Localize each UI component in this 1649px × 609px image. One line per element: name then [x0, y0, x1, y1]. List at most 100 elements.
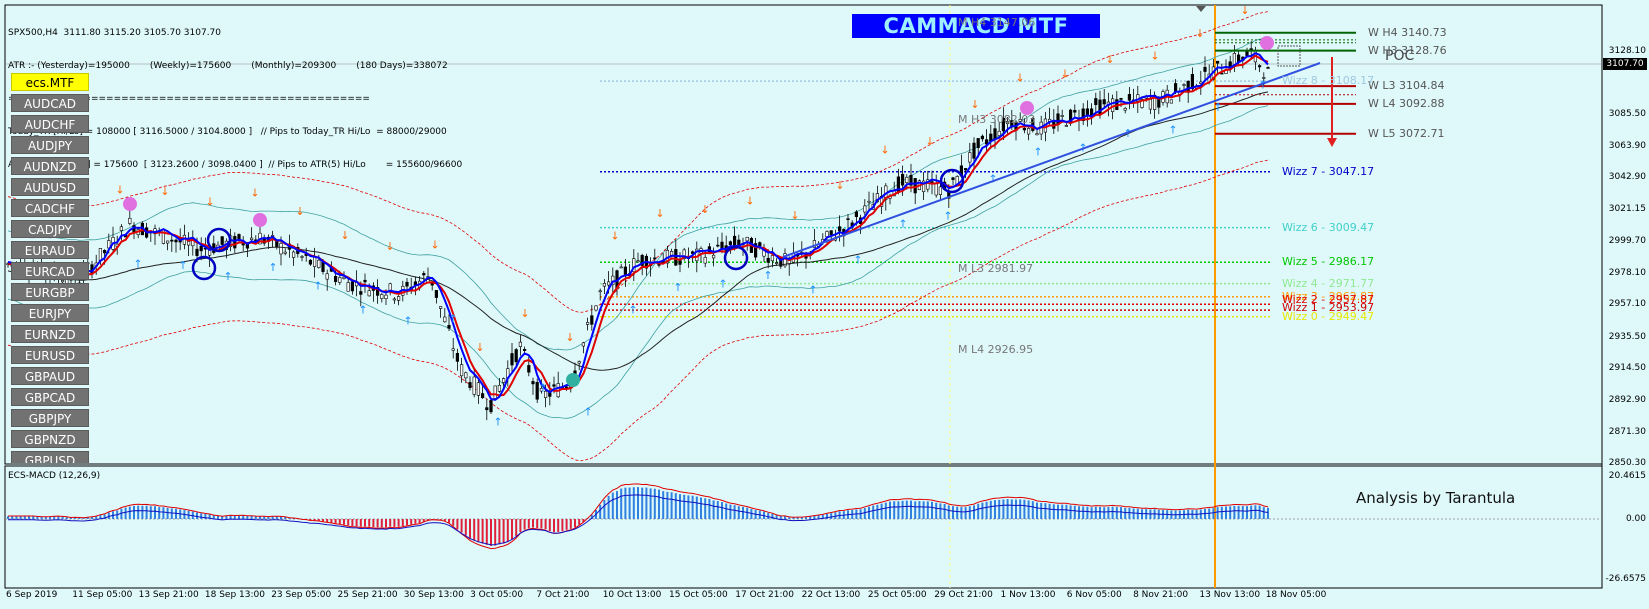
signal-circle-icon [206, 227, 232, 253]
monthly-level-label: M H3 3082.03 [958, 112, 1036, 126]
price-tick-label: 2914.50 [1608, 362, 1646, 373]
symbol-button-cadjpy[interactable]: CADJPY [11, 220, 89, 238]
buy-arrow-icon: ↑ [898, 217, 907, 230]
info-line: ========================================… [8, 94, 370, 104]
time-tick-label: 3 Oct 05:00 [470, 590, 524, 600]
price-tick-label: 2892.90 [1608, 394, 1646, 405]
symbol-button-audchf[interactable]: AUDCHF [11, 115, 89, 133]
weekly-level-label: W H3 3128.76 [1368, 43, 1447, 57]
sell-arrow-icon: ↓ [385, 240, 394, 253]
sell-arrow-icon: ↓ [655, 207, 664, 220]
poc-label: POC [1385, 48, 1415, 64]
shift-marker-icon[interactable] [1196, 6, 1206, 12]
buy-arrow-icon: ↑ [178, 259, 187, 272]
buy-arrow-icon: ↑ [133, 258, 142, 271]
time-tick-label: 25 Oct 05:00 [867, 590, 927, 600]
symbol-button-eurnzd[interactable]: EURNZD [11, 325, 89, 343]
time-tick-label: 18 Sep 13:00 [204, 590, 265, 600]
buy-arrow-icon: ↑ [448, 313, 457, 326]
weekly-level-label: W L3 3104.84 [1368, 79, 1445, 93]
sell-arrow-icon: ↓ [700, 203, 709, 216]
symbol-button-ecs-mtf[interactable]: ecs.MTF [11, 73, 89, 91]
pivot-dot-icon [1260, 36, 1274, 50]
symbol-button-gbpcad[interactable]: GBPCAD [11, 388, 89, 406]
target-arrow-icon [1327, 138, 1337, 147]
symbol-button-cadchf[interactable]: CADCHF [11, 199, 89, 217]
sell-arrow-icon: ↓ [1240, 4, 1249, 17]
buy-arrow-icon: ↑ [853, 253, 862, 266]
sell-arrow-icon: ↓ [1060, 67, 1069, 80]
symbol-button-audjpy[interactable]: AUDJPY [11, 136, 89, 154]
indicator-banner: CAMMACD MTF [852, 14, 1100, 38]
time-tick-label: 15 Oct 05:00 [669, 590, 728, 600]
signal-markers: ↓ ↑ ↓ ↑ ↓ ↑ ↓ ↑ ↓ ↑ ↓ ↑ ↓ ↑ ↓ ↑ ↓ ↑ ↓ ↑ ↓ ↑ ↓ ↑ ↓ ↑ ↓ ↑ ↓ ↑ ↓ ↑ ↓ ↑ ↓ ↑ ↓ ↑ ↓ ↑… [115, 4, 1274, 428]
buy-arrow-icon: ↑ [943, 209, 952, 222]
buy-arrow-icon: ↑ [763, 269, 772, 282]
wizz-level-label: Wizz 7 - 3047.17 [1282, 164, 1375, 178]
signal-circle-icon [723, 245, 749, 271]
wizz-level-label: Wizz 6 - 3009.47 [1282, 220, 1375, 234]
wizz-level-label: Wizz 1 - 2953.97 [1282, 301, 1375, 315]
symbol-button-eurusd[interactable]: EURUSD [11, 346, 89, 364]
sell-arrow-icon: ↓ [970, 98, 979, 111]
monthly-level-label: M L4 2926.95 [958, 343, 1034, 357]
symbol-button-audcad[interactable]: AUDCAD [11, 94, 89, 112]
sell-arrow-icon: ↓ [205, 196, 214, 209]
weekly-level-label: W H4 3140.73 [1368, 25, 1447, 39]
sell-arrow-icon: ↓ [475, 341, 484, 354]
symbol-button-eurjpy[interactable]: EURJPY [11, 304, 89, 322]
symbol-button-gbpjpy[interactable]: GBPJPY [11, 409, 89, 427]
symbol-button-audusd[interactable]: AUDUSD [11, 178, 89, 196]
pivot-dot-icon [1020, 101, 1034, 115]
sell-arrow-icon: ↓ [1195, 27, 1204, 40]
symbol-button-eurgbp[interactable]: EURGBP [11, 283, 89, 301]
symbol-button-audnzd[interactable]: AUDNZD [11, 157, 89, 175]
price-tick-label: 3042.90 [1608, 172, 1646, 183]
symbol-button-eurcad[interactable]: EURCAD [11, 262, 89, 280]
buy-arrow-icon: ↑ [313, 279, 322, 292]
symbol-button-gbpusd[interactable]: GBPUSD [11, 451, 89, 463]
weekly-level-label: W L5 3072.71 [1368, 126, 1445, 140]
sell-arrow-icon: ↓ [250, 187, 259, 200]
buy-arrow-icon: ↑ [223, 270, 232, 283]
buy-arrow-icon: ↑ [268, 261, 277, 274]
time-tick-label: 18 Nov 05:00 [1265, 590, 1327, 600]
symbol-button-gbpnzd[interactable]: GBPNZD [11, 430, 89, 448]
buy-arrow-icon: ↑ [358, 303, 367, 316]
buy-arrow-icon: ↑ [673, 281, 682, 294]
monthly-level-label: M H4 3147.06 [958, 16, 1036, 30]
sell-arrow-icon: ↓ [880, 143, 889, 156]
sell-arrow-icon: ↓ [430, 238, 439, 251]
buy-arrow-icon: ↑ [583, 405, 592, 418]
sell-arrow-icon: ↓ [565, 331, 574, 344]
poc-box [1277, 45, 1301, 67]
time-tick-label: 13 Nov 13:00 [1199, 590, 1261, 600]
time-tick-label: 6 Nov 05:00 [1066, 590, 1122, 600]
price-tick-label: 2957.10 [1608, 299, 1646, 310]
price-tick-label: 2935.50 [1608, 331, 1646, 342]
sell-arrow-icon: ↓ [115, 183, 124, 196]
sell-arrow-icon: ↓ [340, 229, 349, 242]
price-tick-label: 2850.30 [1608, 458, 1646, 468]
macd-line [8, 483, 1269, 550]
buy-arrow-icon: ↑ [538, 381, 547, 394]
monthly-level-label: M L3 2981.97 [958, 261, 1034, 275]
signal-circle-icon [191, 255, 217, 281]
time-tick-label: 10 Oct 13:00 [602, 590, 662, 600]
buy-arrow-icon: ↑ [403, 314, 412, 327]
buy-arrow-icon: ↑ [1213, 101, 1222, 114]
signal-circle-icon [939, 168, 965, 194]
time-tick-label: 17 Oct 21:00 [735, 590, 794, 600]
price-tick-label: 2978.10 [1608, 268, 1646, 279]
symbol-button-euraud[interactable]: EURAUD [11, 241, 89, 259]
time-tick-label: 25 Sep 21:00 [337, 590, 398, 600]
wizz-level-label: Wizz 0 - 2949.47 [1282, 309, 1375, 323]
trend-line[interactable] [782, 62, 1321, 258]
symbol-list[interactable]: ecs.MTF AUDCAD AUDCHF AUDJPY AUDNZD AUDUSD CAD… [11, 73, 89, 463]
sell-arrow-icon: ↓ [1150, 50, 1159, 63]
symbol-button-gbpaud[interactable]: GBPAUD [11, 367, 89, 385]
sell-arrow-icon: ↓ [160, 185, 169, 198]
price-tick-label: 3063.90 [1608, 140, 1646, 151]
